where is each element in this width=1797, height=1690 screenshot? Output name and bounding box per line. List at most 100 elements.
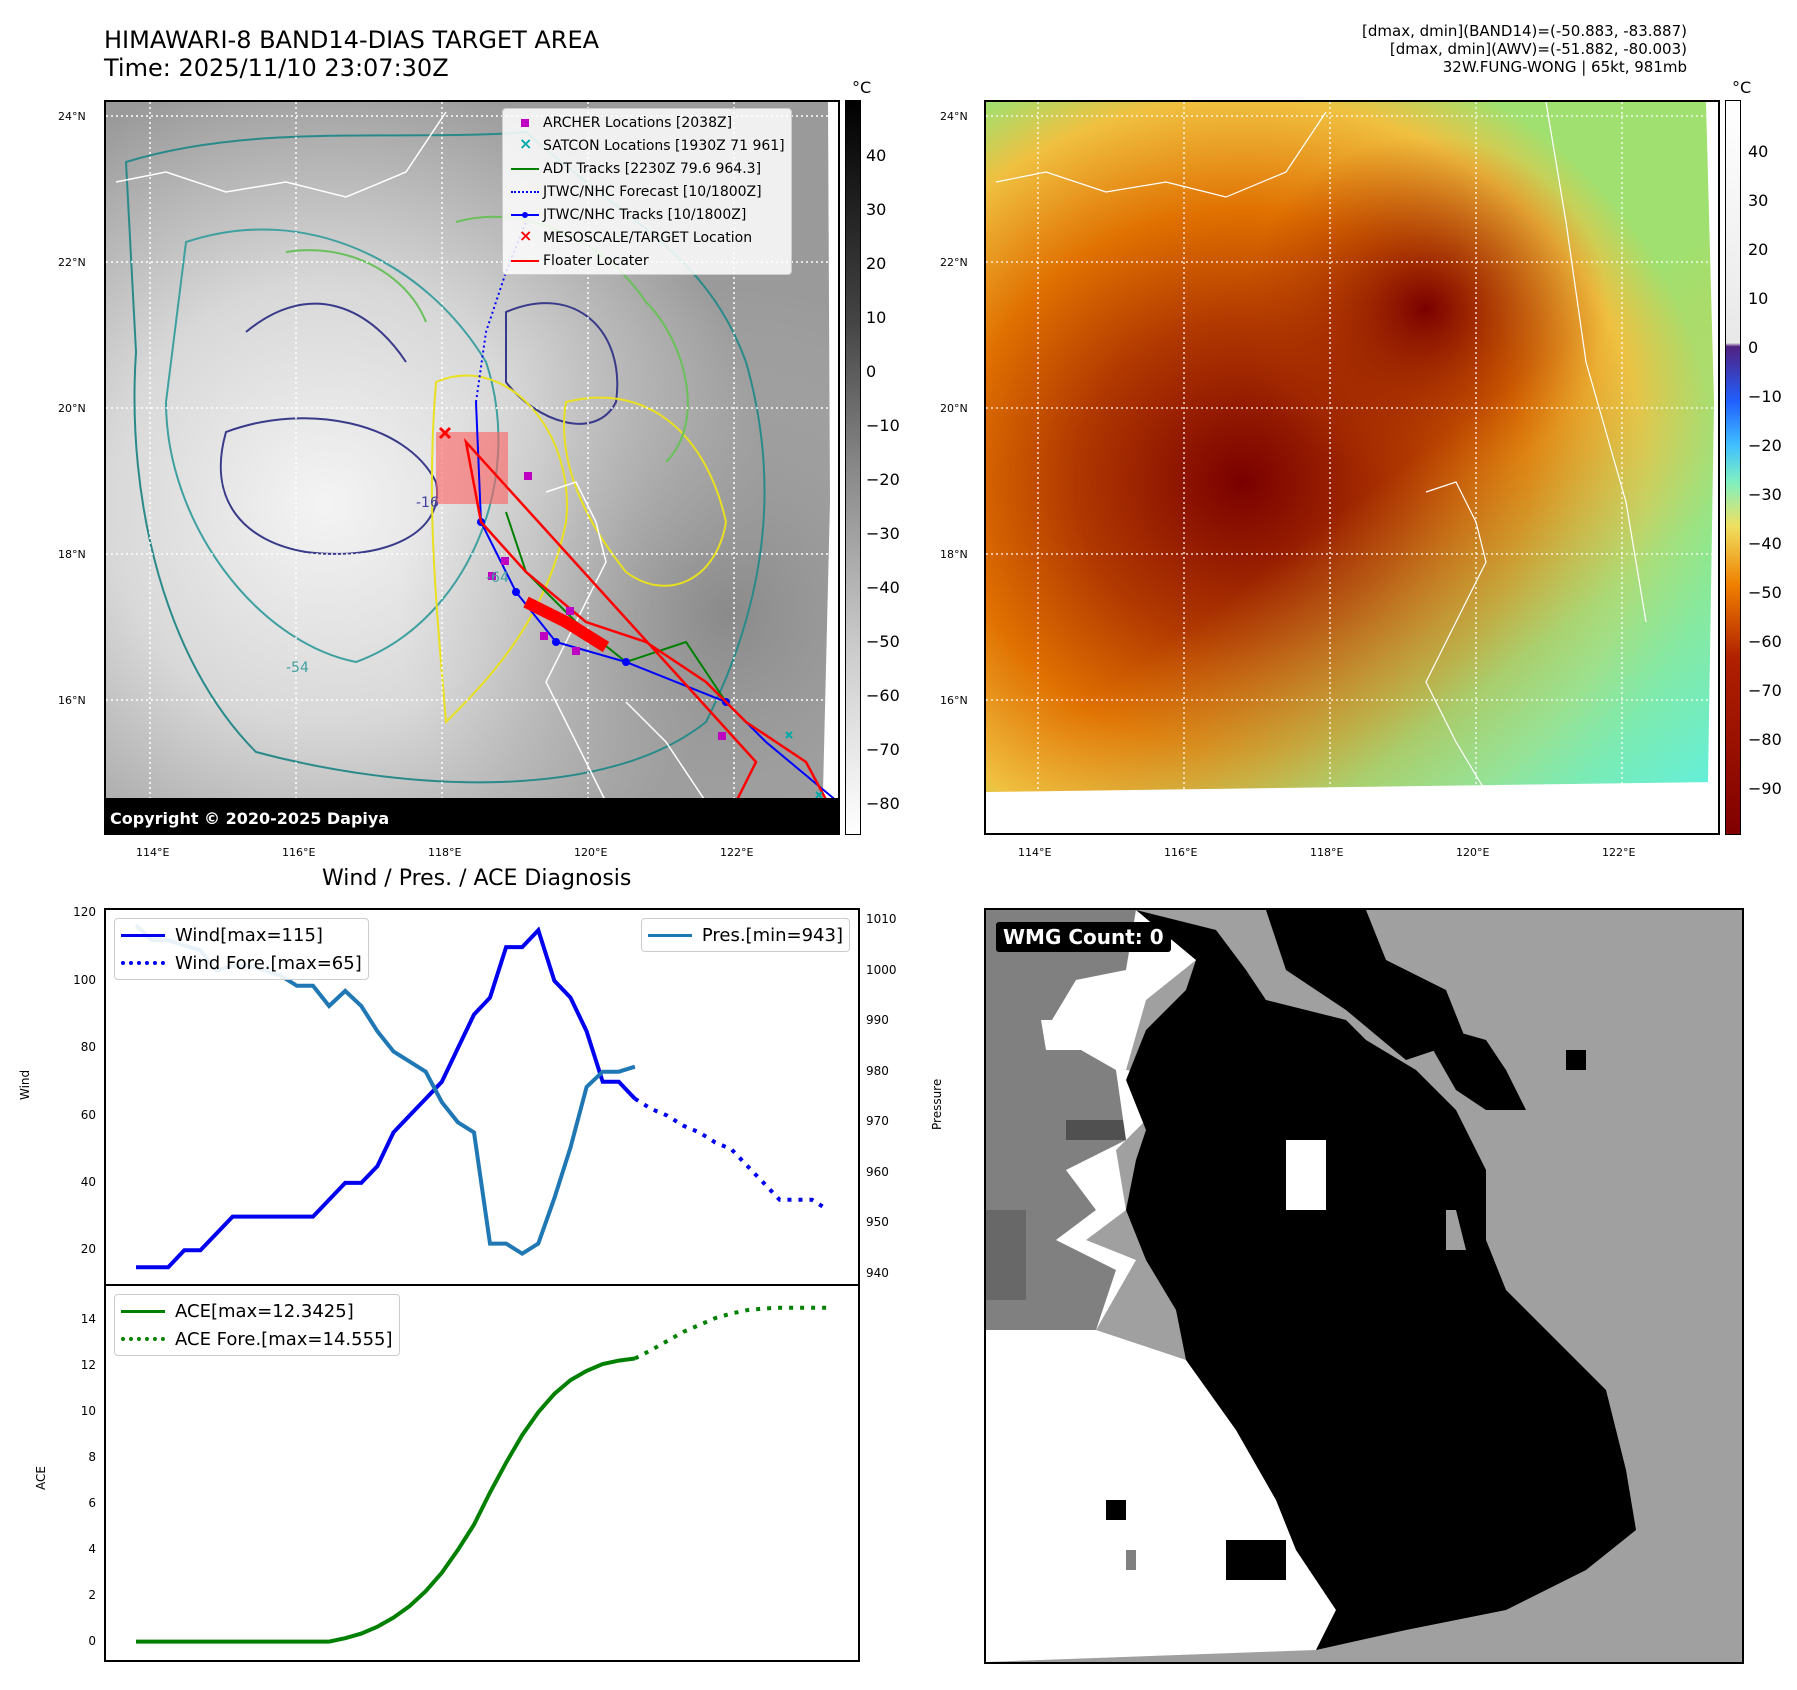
gray-cbar-tick: 40: [866, 146, 887, 165]
y-tick-label: 6: [88, 1495, 96, 1510]
y-tick-label: 20: [80, 1242, 96, 1257]
map-legend: ARCHER Locations [2038Z] × SATCON Locati…: [502, 108, 792, 275]
legend-jtwc-tracks-label: JTWC/NHC Tracks [10/1800Z]: [543, 206, 747, 223]
lat-label: 18°N: [940, 548, 968, 561]
lon-label: 120°E: [1456, 846, 1490, 859]
color-cbar-tick: 20: [1748, 240, 1769, 259]
y-tick-label: 940: [866, 1265, 889, 1280]
wmg-panel: WMG Count: 0: [984, 908, 1744, 1664]
pres-legend-label: Pres.[min=943]: [701, 924, 843, 946]
gray-cbar-tick: 10: [866, 308, 887, 327]
info-line-3: 32W.FUNG-WONG | 65kt, 981mb: [1442, 58, 1687, 76]
y-tick-label: 120: [73, 905, 96, 920]
gray-cbar-tick: −30: [866, 524, 900, 543]
legend-mesoscale: × MESOSCALE/TARGET Location: [519, 225, 753, 246]
y-tick-label: 10: [80, 1404, 96, 1419]
info-line-1: [dmax, dmin](BAND14)=(-50.883, -83.887): [1362, 22, 1687, 40]
chart-time: Time: 2025/11/10 23:07:30Z: [104, 54, 449, 82]
legend-archer-label: ARCHER Locations [2038Z]: [543, 114, 733, 131]
y-tick-label: 4: [88, 1541, 96, 1556]
chart-title: HIMAWARI-8 BAND14-DIAS TARGET AREA: [104, 26, 600, 54]
copyright-text: Copyright © 2020-2025 Dapiya: [110, 809, 389, 828]
y-tick-label: 950: [866, 1215, 889, 1230]
ace-svg: [136, 1305, 828, 1644]
legend-mesoscale-label: MESOSCALE/TARGET Location: [543, 229, 753, 246]
gray-cbar-tick: −20: [866, 470, 900, 489]
gray-cbar-tick: −60: [866, 686, 900, 705]
color-cbar-tick: −40: [1748, 534, 1782, 553]
series-line-wind-fore-: [633, 1097, 830, 1212]
wmg-svg: [986, 910, 1636, 1662]
pres-legend-item: Pres.[min=943]: [647, 921, 843, 949]
gray-cbar-tick: −80: [866, 794, 900, 813]
y-tick-label: 14: [80, 1312, 96, 1327]
wind-fore-legend-label: Wind Fore.[max=65]: [175, 952, 362, 974]
lon-label: 114°E: [136, 846, 170, 859]
gray-cbar-tick: −70: [866, 740, 900, 759]
legend-jtwc-forecast: JTWC/NHC Forecast [10/1800Z]: [509, 180, 785, 203]
contour-label-54: -54: [286, 660, 309, 676]
y-tick-label: 80: [80, 1040, 96, 1055]
y-tick-label: 990: [866, 1013, 889, 1028]
lat-label: 16°N: [58, 694, 86, 707]
gray-colorbar: [845, 100, 861, 835]
gray-cbar-tick: 0: [866, 362, 877, 381]
lon-label: 122°E: [1602, 846, 1636, 859]
ace-fore-legend-label: ACE Fore.[max=14.555]: [175, 1328, 393, 1350]
wind-fore-legend-item: Wind Fore.[max=65]: [121, 949, 362, 977]
lon-label: 116°E: [1164, 846, 1198, 859]
color-cbar-tick: −50: [1748, 583, 1782, 602]
lat-label: 24°N: [58, 110, 86, 123]
legend-adt-label: ADT Tracks [2230Z 79.6 964.3]: [543, 160, 762, 177]
lat-label: 20°N: [940, 402, 968, 415]
wind-legend-label: Wind[max=115]: [175, 924, 323, 946]
y-tick-label: 12: [80, 1358, 96, 1373]
color-map-svg: [986, 102, 1718, 833]
pressure-axis-label: Pressure: [930, 1078, 944, 1130]
y-tick-label: 8: [88, 1450, 96, 1465]
y-tick-label: 1010: [866, 912, 897, 927]
contour-label-16: -16: [416, 495, 439, 511]
wind-axis-label: Wind: [18, 1069, 32, 1100]
y-tick-label: 970: [866, 1114, 889, 1129]
lon-label: 118°E: [1310, 846, 1344, 859]
color-colorbar: [1725, 100, 1741, 835]
ir-map-panel: -64 -54 -16 Copyright © 2020-2025 Dapiya…: [104, 100, 840, 835]
color-map-panel: [984, 100, 1720, 835]
lat-label: 22°N: [58, 256, 86, 269]
y-tick-label: 100: [73, 972, 96, 987]
gray-colorbar-unit: °C: [852, 78, 872, 97]
y-tick-label: 2: [88, 1587, 96, 1602]
lat-label: 24°N: [940, 110, 968, 123]
lat-label: 22°N: [940, 256, 968, 269]
y-tick-label: 980: [866, 1063, 889, 1078]
series-line-ace-fore-: [633, 1305, 828, 1361]
legend-floater: Floater Locater: [509, 249, 785, 272]
gray-cbar-tick: −50: [866, 632, 900, 651]
lon-label: 116°E: [282, 846, 316, 859]
lon-label: 120°E: [574, 846, 608, 859]
wind-pres-panel: Wind[max=115] Wind Fore.[max=65] Pres.[m…: [104, 908, 860, 1286]
diagnosis-title: Wind / Pres. / ACE Diagnosis: [322, 866, 632, 891]
gray-cbar-tick: 20: [866, 254, 887, 273]
legend-satcon: × SATCON Locations [1930Z 71 961]: [519, 133, 785, 154]
ace-legend: ACE[max=12.3425] ACE Fore.[max=14.555]: [114, 1294, 400, 1356]
gray-cbar-tick: 30: [866, 200, 887, 219]
color-cbar-tick: −20: [1748, 436, 1782, 455]
color-colorbar-unit: °C: [1732, 78, 1752, 97]
color-cbar-tick: 0: [1748, 338, 1759, 357]
y-tick-label: 1000: [866, 962, 897, 977]
info-line-2: [dmax, dmin](AWV)=(-51.882, -80.003): [1389, 40, 1687, 58]
color-cbar-tick: −90: [1748, 779, 1782, 798]
color-cbar-tick: −60: [1748, 632, 1782, 651]
y-tick-label: 960: [866, 1164, 889, 1179]
legend-archer: ARCHER Locations [2038Z]: [509, 111, 785, 134]
color-cbar-tick: −30: [1748, 485, 1782, 504]
gray-cbar-tick: −10: [866, 416, 900, 435]
legend-floater-label: Floater Locater: [543, 252, 649, 269]
y-tick-label: 60: [80, 1107, 96, 1122]
ace-fore-legend-item: ACE Fore.[max=14.555]: [121, 1325, 393, 1353]
lon-label: 122°E: [720, 846, 754, 859]
wind-legend-item: Wind[max=115]: [121, 921, 362, 949]
ace-axis-label: ACE: [34, 1466, 48, 1490]
